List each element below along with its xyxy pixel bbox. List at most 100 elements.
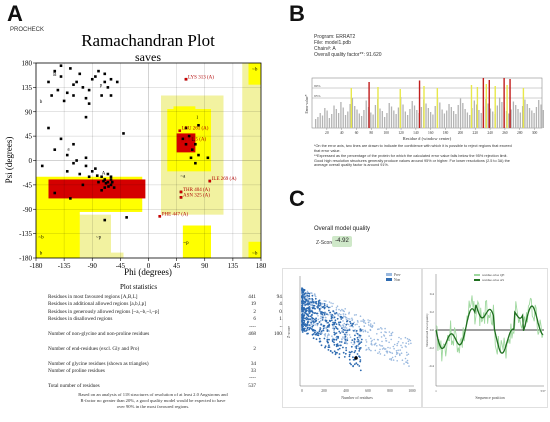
qmean-dot-light (379, 353, 382, 355)
local-quality-xtick-first: 1 (435, 389, 437, 393)
qmean-legend-dark: Non (394, 278, 400, 282)
errat-bar (538, 100, 540, 128)
local-quality-yticks: 0.4 0.2 0.0 -0.2 -0.4 (429, 292, 435, 368)
plot-statistics-title: Plot statistics (120, 283, 158, 291)
qmean-dot-light (341, 331, 343, 333)
rama-outlier-point (179, 190, 183, 194)
qmean-dot-light (346, 333, 348, 336)
errat-bar (452, 111, 455, 128)
qmean-dot-light (391, 356, 394, 359)
rama-point (197, 153, 200, 157)
rama-xlabel: Phi (degrees) (124, 267, 172, 277)
qmean-dot-dark (333, 350, 336, 353)
qmean-dot-dark (345, 323, 348, 326)
qmean-dot-light (373, 322, 376, 324)
stats-count: 2 (253, 345, 256, 352)
qmean-dot-dark (334, 325, 337, 328)
rama-region-label: p (100, 84, 103, 89)
qmean-dot-light (310, 306, 312, 309)
qmean-dot-dark (304, 295, 306, 298)
rama-region-label: ~p (96, 235, 102, 240)
qmean-dot-dark (315, 338, 318, 341)
local-quality-xlabel: Sequence position (475, 395, 504, 400)
qmean-dot-light (356, 320, 359, 322)
errat-bar (528, 108, 531, 128)
rama-xtick-label: 45 (173, 262, 181, 270)
qmean-dot-light (370, 349, 372, 352)
qmean-dot-light (407, 343, 410, 345)
rama-point (72, 94, 75, 97)
qmean-dot-dark (327, 341, 329, 344)
qmean-dot-dark (338, 321, 340, 324)
rama-ytick-label: 135 (22, 84, 33, 92)
qmean-dot-dark (356, 336, 359, 339)
qmean-dot-dark (335, 311, 338, 314)
qmean-dot-light (360, 320, 362, 322)
qmean-xtick-label: 400 (343, 389, 349, 393)
qmean-dot-dark (301, 302, 304, 305)
qmean-dot-light (342, 326, 345, 328)
qmean-dot-dark (301, 331, 304, 333)
qmean-dot-dark (308, 309, 310, 311)
qmean-dot-dark (326, 326, 329, 328)
errat-bar (425, 103, 427, 128)
qmean-dot-dark (333, 341, 335, 344)
errat-bar (434, 106, 436, 128)
rama-core-region (73, 184, 130, 193)
qmean-dot-light (402, 342, 404, 344)
qmean-dot-dark (340, 318, 343, 320)
errat-xtick-label: 280 (517, 131, 523, 135)
qmean-dot-light (332, 326, 335, 328)
rama-ytick-label: -45 (23, 181, 33, 189)
qmean-dot-dark (338, 347, 341, 350)
qmean-dot-light (395, 350, 398, 352)
qmean-dot-light (320, 319, 322, 322)
errat-bar (397, 107, 400, 128)
errat-xtick-label: 20 (325, 131, 329, 135)
qmean-dot-light (338, 313, 340, 315)
rama-point (122, 132, 125, 135)
qmean-dot-light (338, 308, 340, 311)
qmean-dot-light (341, 338, 343, 341)
qmean-dot-light (345, 318, 348, 321)
errat-bar-warning (506, 85, 508, 128)
errat-bar (480, 113, 482, 128)
qmean-dot-light (397, 349, 399, 352)
qmean-dot-dark (323, 313, 326, 316)
stats-label: Residues in disallowed regions (48, 316, 113, 323)
errat-xtick-label: 60 (355, 131, 359, 135)
errat-xtick-label: 240 (487, 131, 493, 135)
errat-bar (324, 108, 326, 128)
rama-point (72, 161, 75, 165)
qmean-dot-light (368, 335, 370, 337)
qmean-zscore-badge (332, 236, 352, 247)
qmean-dot-light (390, 334, 393, 337)
qmean-dot-dark (349, 322, 352, 325)
qmean-dot-light (352, 343, 354, 346)
qmean-dot-dark (301, 300, 304, 303)
qmean-dot-dark (327, 349, 330, 351)
errat-bar (402, 104, 404, 128)
qmean-dot-dark (320, 344, 323, 347)
qmean-dot-light (343, 337, 345, 340)
qmean-dot-light (342, 315, 345, 317)
qmean-dot-dark (309, 327, 311, 329)
errat-xtick-label: 100 (383, 131, 389, 135)
rama-region-label: a (67, 148, 70, 153)
rama-grid (36, 63, 261, 258)
qmean-dot-light (314, 324, 316, 326)
errat-bar (517, 109, 519, 128)
qmean-dot-dark (329, 350, 332, 352)
errat-bar (542, 110, 544, 128)
qmean-dot-dark (333, 316, 336, 319)
qmean-dot-light (318, 310, 321, 313)
errat-bar-warning (350, 88, 352, 128)
rama-point (106, 86, 110, 89)
qmean-dot-dark (345, 331, 348, 334)
rama-points (40, 64, 212, 222)
qmean-dot-light (354, 329, 356, 331)
rama-annotations: LYS 313 (A) LEU 261 (A) TYR 5 (A) ILE 269 (… (158, 75, 237, 218)
qmean-dot-light (381, 328, 383, 330)
rama-subtitle: saves (135, 50, 161, 64)
qmean-dot-light (395, 353, 398, 355)
